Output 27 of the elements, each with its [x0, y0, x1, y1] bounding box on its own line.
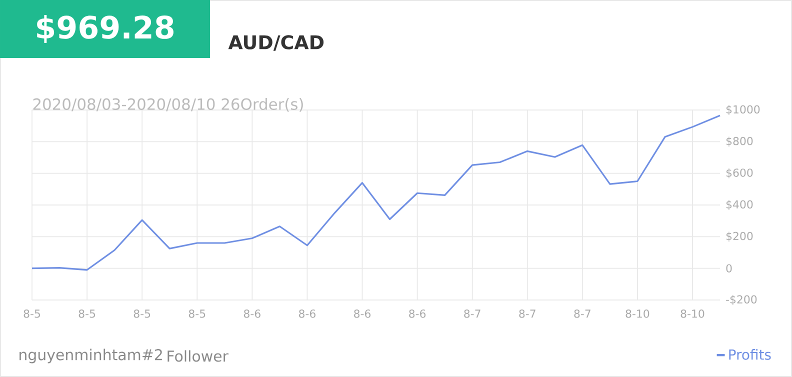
- chart-title: $969.28: [37, 14, 174, 44]
- text: Follower: [168, 350, 228, 362]
- y-tick-label: $1000: [726, 105, 760, 115]
- y-tick-label: $200: [726, 232, 753, 242]
- x-tick-label: 8-5: [24, 310, 40, 318]
- y-tick-label: $400: [726, 200, 753, 210]
- x-tick-label: 8-5: [78, 310, 96, 318]
- y-tick-label: $800: [726, 136, 753, 147]
- text: nguyenminhtam#2: [20, 348, 162, 364]
- x-tick-label: 8-6: [409, 310, 426, 318]
- x-tick-label: 8-5: [134, 310, 150, 318]
- x-tick-label: 8-5: [188, 310, 206, 318]
- x-tick-label: 8-6: [354, 310, 371, 318]
- y-tick-label: $600: [726, 168, 753, 178]
- x-tick-label: 8-10: [626, 310, 650, 318]
- x-tick-label: 8-10: [680, 310, 704, 318]
- x-tick-label: 8-6: [299, 310, 316, 318]
- y-tick-label: -$200: [726, 295, 757, 305]
- x-tick-label: 8-7: [464, 310, 480, 318]
- chart-subtitle: AUD/CAD: [228, 35, 324, 51]
- annotation: 2020/08/03-2020/08/10 26Order(s): [33, 98, 303, 112]
- x-tick-label: 8-6: [244, 310, 260, 318]
- y-tick-label: 0: [726, 264, 732, 272]
- x-tick-label: 8-7: [519, 310, 536, 318]
- line-series: [31, 114, 721, 271]
- legend-label: Profits: [729, 349, 771, 360]
- x-tick-label: 8-7: [574, 310, 590, 318]
